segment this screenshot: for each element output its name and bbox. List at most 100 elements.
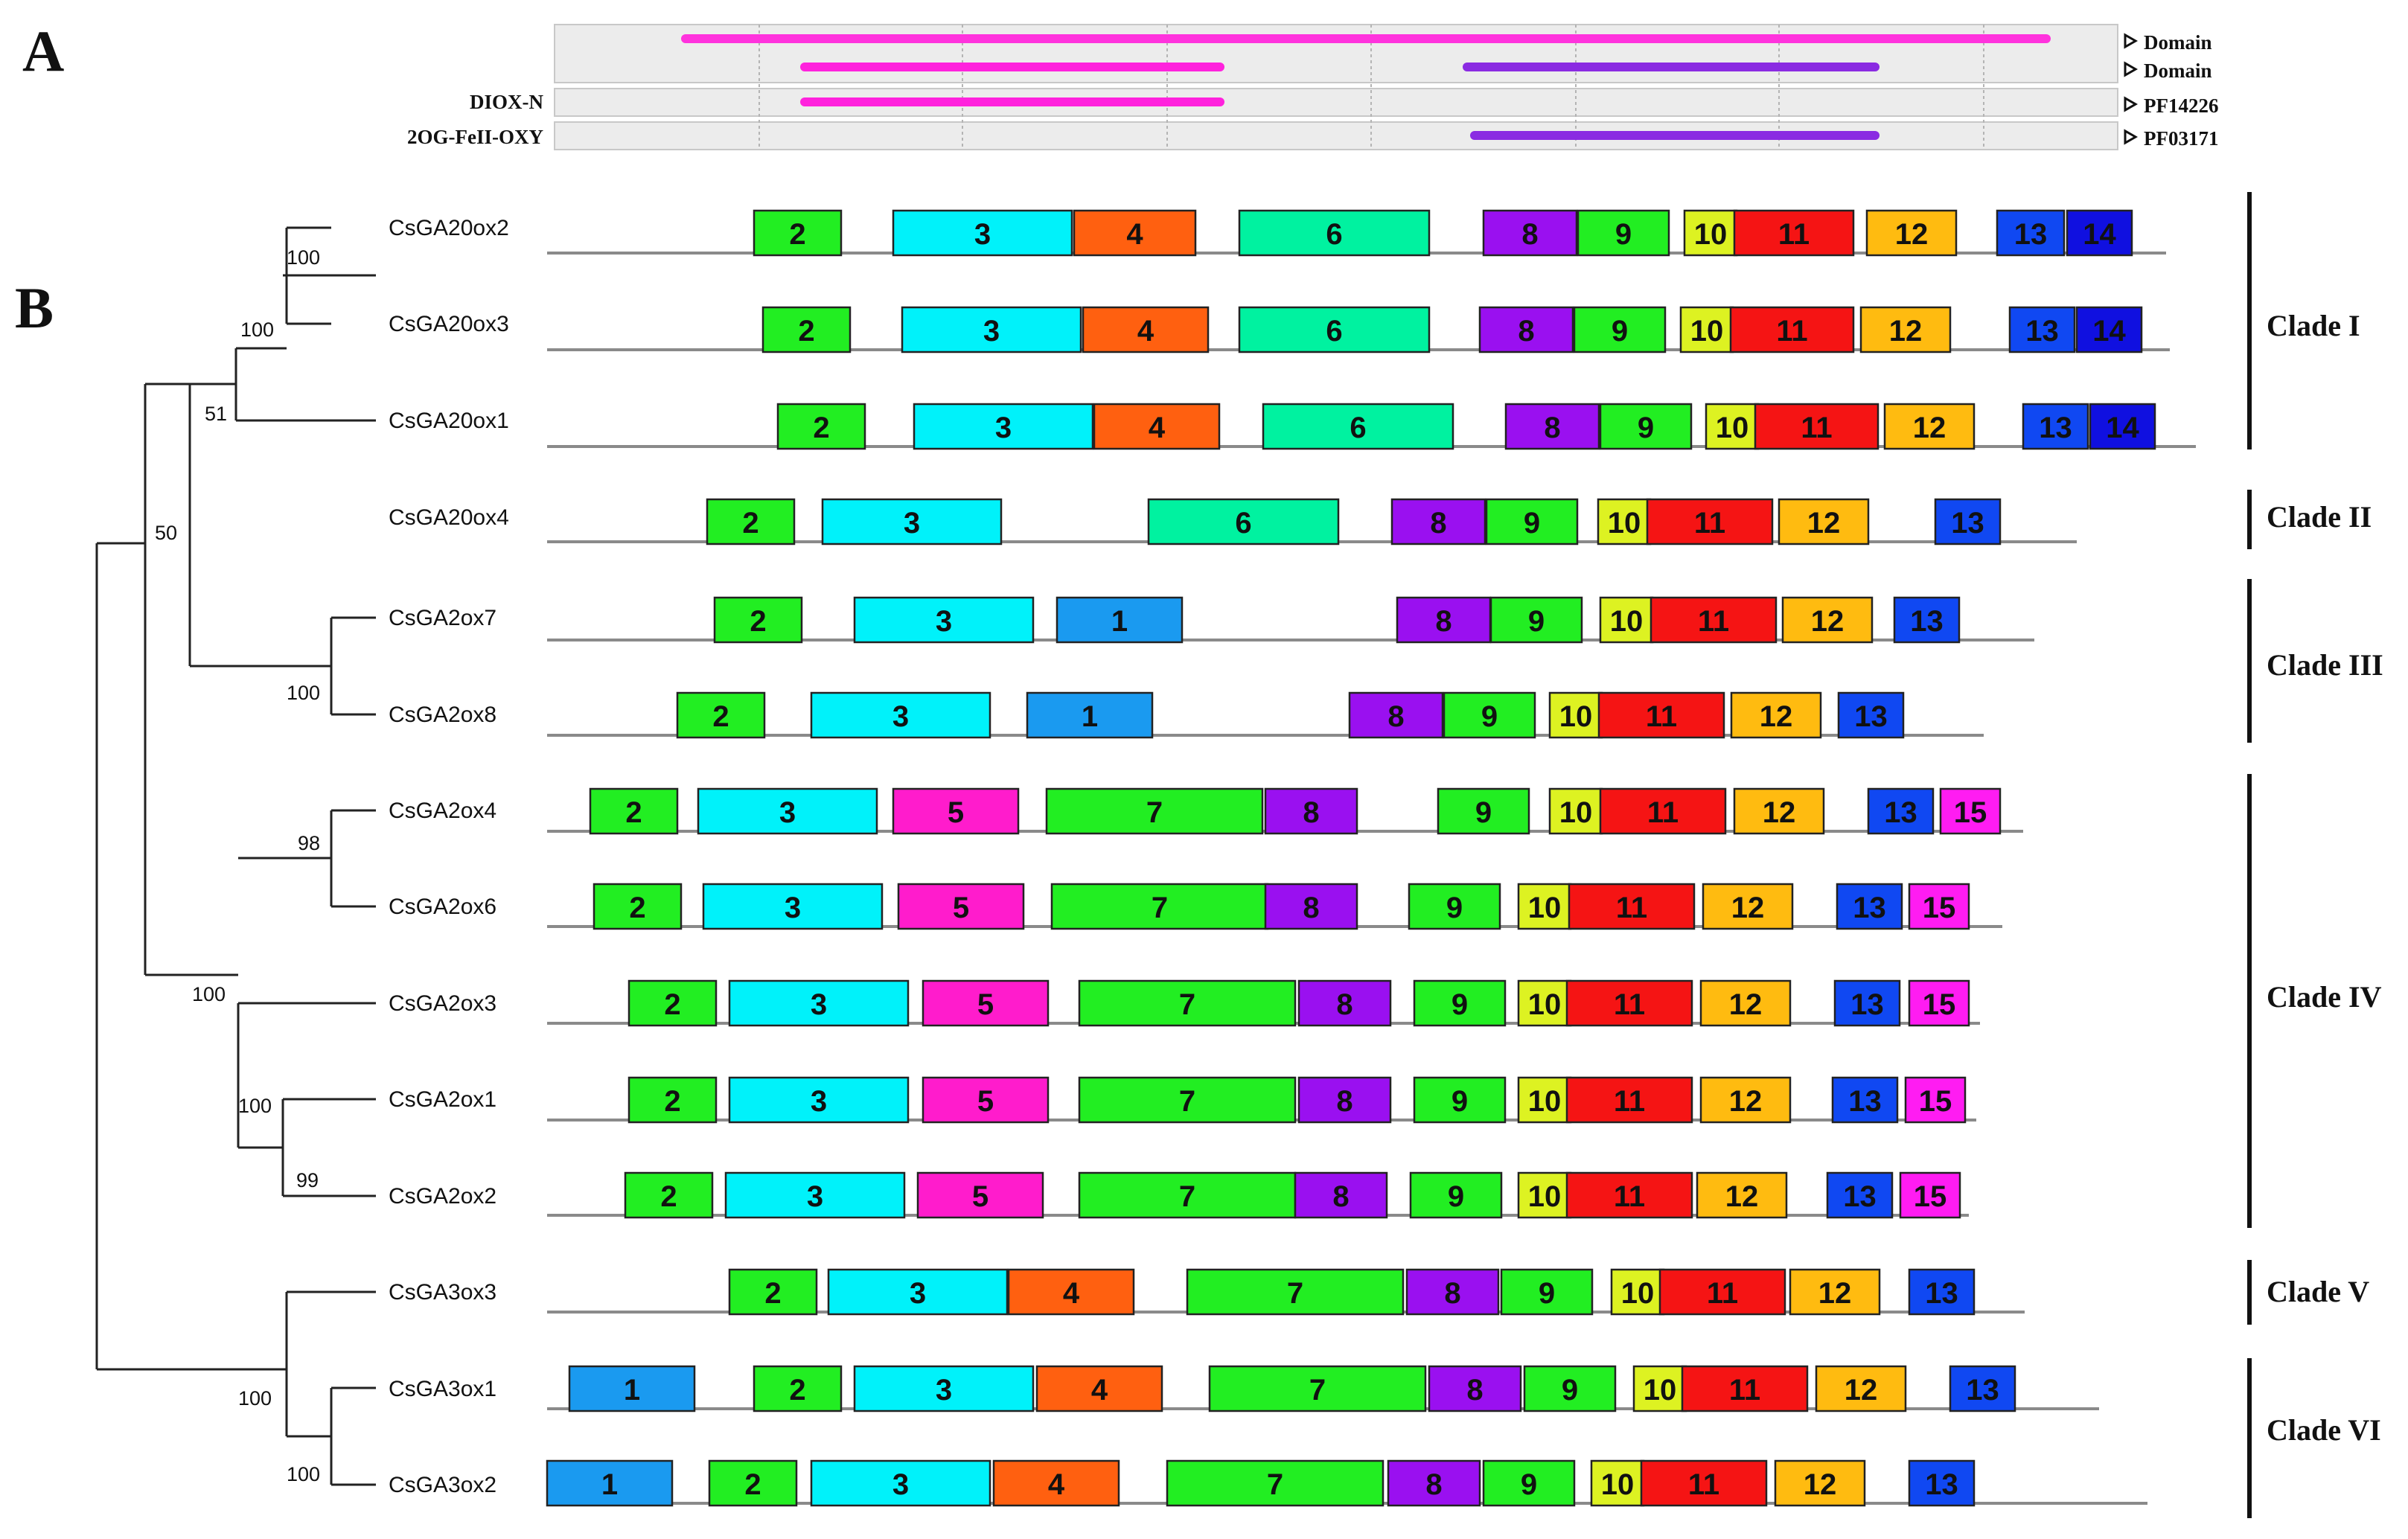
motif-11-box <box>1646 498 1774 545</box>
motif-11-box <box>1729 306 1855 353</box>
motif-row: 2 3 5 7 8 9 10 11 12 13 15 <box>547 1076 1976 1124</box>
motif-row: 1 2 3 4 7 8 9 10 11 12 13 <box>546 1459 2147 1507</box>
motif-2-label: 2 <box>625 796 642 829</box>
motif-3-box <box>702 883 884 930</box>
motif-7-label: 7 <box>1267 1468 1283 1501</box>
motif-12-label: 12 <box>1811 605 1845 638</box>
motif-2-label: 2 <box>742 507 759 540</box>
motif-11-label: 11 <box>1614 1085 1645 1118</box>
motif-4-box <box>1035 1365 1163 1412</box>
tree-branch <box>237 1002 376 1148</box>
motif-14-label: 14 <box>2083 218 2116 251</box>
motif-2-box <box>706 498 796 545</box>
motif-10-box <box>1683 209 1738 257</box>
motif-row: 2 3 5 7 8 9 10 11 12 13 15 <box>547 1171 1969 1219</box>
bootstrap-value: 100 <box>238 1387 272 1410</box>
motif-11-label: 11 <box>1616 892 1647 924</box>
gene-label: CsGA20ox2 <box>389 216 509 240</box>
bootstrap-value: 100 <box>192 983 226 1005</box>
motif-13-box <box>1826 1171 1894 1219</box>
motif-2-box <box>728 1268 818 1316</box>
motif-13-box <box>1867 787 1935 835</box>
motif-12-label: 12 <box>1807 507 1841 540</box>
motif-8-box <box>1482 209 1578 257</box>
motif-8-box <box>1390 498 1486 545</box>
motif-13-label: 13 <box>1843 1180 1877 1213</box>
motif-11-box <box>1681 1365 1809 1412</box>
motif-10-label: 10 <box>1528 1085 1562 1118</box>
motif-9-box <box>1573 306 1667 353</box>
motif-5-box <box>897 883 1025 930</box>
motif-6-box <box>1147 498 1340 545</box>
gene-label: CsGA3ox2 <box>389 1473 496 1497</box>
motif-1-box <box>1056 596 1184 644</box>
motif-2-box <box>753 1365 843 1412</box>
tree-branch <box>330 1386 376 1486</box>
bootstrap-value: 100 <box>287 1463 320 1485</box>
gene-label: CsGA20ox3 <box>389 312 509 336</box>
motif-13-box <box>1908 1459 1976 1507</box>
motif-4-box <box>1082 306 1210 353</box>
motif-4-box <box>1073 209 1197 257</box>
motif-row: 2 3 1 8 9 10 11 12 13 <box>547 691 1984 739</box>
motif-3-label: 3 <box>892 700 909 733</box>
motif-13-box <box>1837 691 1905 739</box>
triangle-icon <box>2124 33 2139 49</box>
motif-6-label: 6 <box>1326 218 1342 251</box>
motif-11-box <box>1754 403 1880 450</box>
motif-13-box <box>1836 883 1903 930</box>
motif-10-label: 10 <box>1608 507 1641 540</box>
motif-8-box <box>1478 306 1574 353</box>
motif-8-label: 8 <box>1425 1468 1442 1501</box>
motif-8-box <box>1297 1076 1392 1124</box>
motif-11-label: 11 <box>1688 1468 1719 1501</box>
pf14226-bar <box>800 97 1224 106</box>
gene-label: CsGA2ox8 <box>389 703 496 727</box>
phylogenetic-tree <box>95 226 376 1486</box>
motif-row: 2 3 4 7 8 9 10 11 12 13 <box>547 1268 2025 1316</box>
motif-9-box <box>1485 498 1579 545</box>
triangle-icon <box>2124 61 2139 77</box>
motif-3-label: 3 <box>936 605 952 638</box>
motif-13-box <box>2008 306 2076 353</box>
motif-13-box <box>1934 498 2002 545</box>
motif-3-label: 3 <box>807 1180 823 1213</box>
motif-3-box <box>697 787 878 835</box>
motif-13-box <box>1908 1268 1976 1316</box>
motif-4-label: 4 <box>1063 1277 1080 1310</box>
motif-12-box <box>1699 979 1792 1027</box>
motif-row: 2 3 4 6 8 9 10 11 12 13 14 <box>547 403 2196 450</box>
motif-7-label: 7 <box>1179 988 1195 1021</box>
motif-6-box <box>1238 209 1431 257</box>
motif-4-label: 4 <box>1149 412 1166 444</box>
motif-11-label: 11 <box>1778 218 1810 251</box>
motif-15-box <box>1904 1076 1967 1124</box>
motif-12-box <box>1883 403 1976 450</box>
motif-8-label: 8 <box>1387 700 1404 733</box>
motif-11-box <box>1733 209 1855 257</box>
motif-2-box <box>708 1459 798 1507</box>
motif-10-box <box>1597 498 1652 545</box>
motif-3-label: 3 <box>892 1468 909 1501</box>
motif-3-label: 3 <box>936 1374 952 1407</box>
motif-15-box <box>1939 787 2002 835</box>
motif-5-label: 5 <box>972 1180 989 1213</box>
motif-7-box <box>1208 1365 1427 1412</box>
motif-8-box <box>1396 596 1492 644</box>
bootstrap-value: 100 <box>287 682 320 704</box>
motif-12-label: 12 <box>1760 700 1793 733</box>
motif-8-label: 8 <box>1544 412 1560 444</box>
motif-9-box <box>1482 1459 1576 1507</box>
motif-7-box <box>1166 1459 1385 1507</box>
motif-3-label: 3 <box>811 988 827 1021</box>
motif-12-box <box>1733 787 1825 835</box>
motif-2-box <box>627 979 718 1027</box>
motif-3-box <box>728 1076 910 1124</box>
motif-9-box <box>1409 1171 1503 1219</box>
motif-14-box <box>2089 403 2156 450</box>
motif-9-box <box>1413 979 1507 1027</box>
bootstrap-value: 51 <box>205 403 227 425</box>
motif-11-label: 11 <box>1776 315 1807 348</box>
motif-10-box <box>1517 1171 1572 1219</box>
motif-13-label: 13 <box>1884 796 1917 829</box>
